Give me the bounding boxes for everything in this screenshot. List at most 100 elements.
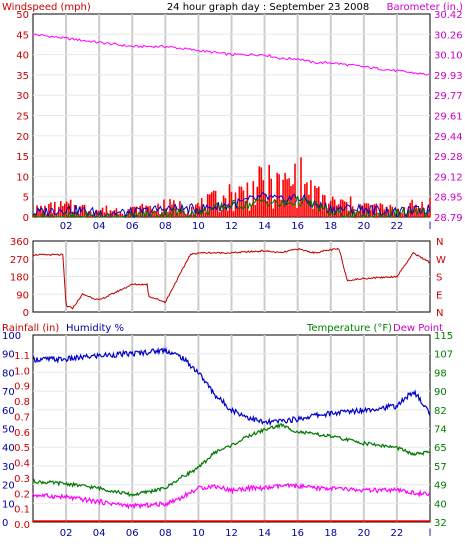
time-tick-label: 18 xyxy=(324,221,337,232)
rainfall-tick-label: 0.7 xyxy=(14,412,30,423)
time-tick-label: 10 xyxy=(192,528,205,539)
time-tick-label: 20 xyxy=(357,221,370,232)
rainfall-tick-label: 0.2 xyxy=(14,489,30,500)
rainfall-tick-label: 0.3 xyxy=(14,474,30,485)
windspeed-tick-label: 5 xyxy=(23,193,29,204)
rainfall-tick-label: 0.4 xyxy=(14,459,30,470)
barometer-tick-label: 29.77 xyxy=(434,91,463,102)
barometer-tick-label: 30.26 xyxy=(434,30,463,41)
barometer-line xyxy=(32,33,431,76)
humidity-tick-label: 0 xyxy=(2,518,8,529)
direction-tick-label: 0 xyxy=(23,308,29,319)
rainfall-tick-label: 0.1 xyxy=(14,505,30,516)
temperature-tick-label: 49 xyxy=(434,481,447,492)
dewpoint-line xyxy=(32,482,431,510)
compass-tick-label: N xyxy=(436,237,443,248)
rainfall-tick-label: 0.9 xyxy=(14,382,30,393)
time-tick-label: 02 xyxy=(60,528,73,539)
barometer-tick-label: 30.42 xyxy=(434,10,463,21)
time-tick-label: 22 xyxy=(391,221,404,232)
time-tick-label: 10 xyxy=(192,221,205,232)
time-tick-label: 04 xyxy=(93,221,106,232)
windspeed-tick-label: 40 xyxy=(16,51,29,62)
temperature-tick-label: 90 xyxy=(434,387,447,398)
time-tick-label: 08 xyxy=(159,221,172,232)
rainfall-tick-label: 0.5 xyxy=(14,443,30,454)
humidity-tick-label: 50 xyxy=(2,425,15,436)
time-tick-label: 12 xyxy=(225,528,238,539)
temperature-tick-label: 115 xyxy=(434,331,453,342)
barometer-tick-label: 29.93 xyxy=(434,71,463,82)
time-tick-label: l xyxy=(429,221,432,232)
windspeed-tick-label: 50 xyxy=(16,10,29,21)
temperature-line xyxy=(32,422,431,498)
rainfall-tick-label: 0.0 xyxy=(14,520,30,531)
time-tick-label: 14 xyxy=(258,528,271,539)
time-tick-label: 20 xyxy=(357,528,370,539)
time-tick-label: 12 xyxy=(225,221,238,232)
barometer-tick-label: 29.61 xyxy=(434,112,463,123)
humidity-tick-label: 20 xyxy=(2,481,15,492)
wind-speed-line xyxy=(32,195,431,219)
windspeed-label: Windspeed (mph) xyxy=(2,2,91,13)
rainfall-tick-label: 0.6 xyxy=(14,428,30,439)
windspeed-tick-label: 10 xyxy=(16,172,29,183)
windspeed-tick-label: 25 xyxy=(16,112,29,123)
time-tick-label: 22 xyxy=(391,528,404,539)
compass-tick-label: W xyxy=(436,255,446,266)
time-tick-label: l xyxy=(429,528,432,539)
humidity-tick-label: 30 xyxy=(2,462,15,473)
humidity-tick-label: 80 xyxy=(2,368,15,379)
windspeed-tick-label: 15 xyxy=(16,152,29,163)
direction-tick-label: 90 xyxy=(16,290,29,301)
rainfall-tick-label: 1.0 xyxy=(14,366,30,377)
humidity-label: Humidity % xyxy=(66,323,124,334)
barometer-tick-label: 29.12 xyxy=(434,172,463,183)
temperature-tick-label: 65 xyxy=(434,443,447,454)
time-tick-label: 06 xyxy=(126,221,139,232)
time-tick-label: 16 xyxy=(291,528,304,539)
direction-tick-label: 180 xyxy=(10,273,29,284)
windspeed-tick-label: 20 xyxy=(16,132,29,143)
humidity-tick-label: 60 xyxy=(2,406,15,417)
compass-tick-label: N xyxy=(436,308,443,319)
humidity-tick-label: 70 xyxy=(2,387,15,398)
barometer-tick-label: 28.95 xyxy=(434,193,463,204)
temperature-tick-label: 107 xyxy=(434,350,453,361)
dewpoint-label: Dew Point xyxy=(393,323,443,334)
barometer-tick-label: 29.28 xyxy=(434,152,463,163)
barometer-label: Barometer (in.) xyxy=(387,2,463,13)
windspeed-tick-label: 45 xyxy=(16,30,29,41)
wind-direction-line xyxy=(32,247,431,310)
time-tick-label: 16 xyxy=(291,221,304,232)
temperature-tick-label: 82 xyxy=(434,406,447,417)
rainfall-tick-label: 0.8 xyxy=(14,397,30,408)
time-tick-label: 04 xyxy=(93,528,106,539)
time-tick-label: 18 xyxy=(324,528,337,539)
windspeed-tick-label: 0 xyxy=(23,213,29,224)
compass-tick-label: E xyxy=(436,290,442,301)
humidity-line xyxy=(32,346,431,427)
temperature-tick-label: 57 xyxy=(434,462,447,473)
temp-humidity-panel: 10090807060504030201001.11.00.90.80.70.6… xyxy=(2,331,453,539)
time-tick-label: 14 xyxy=(258,221,271,232)
rainfall-label: Rainfall (in) xyxy=(2,323,59,334)
rainfall-tick-label: 1.1 xyxy=(14,351,30,362)
humidity-tick-label: 10 xyxy=(2,499,15,510)
humidity-tick-label: 100 xyxy=(2,331,21,342)
humidity-tick-label: 90 xyxy=(2,350,15,361)
windspeed-tick-label: 35 xyxy=(16,71,29,82)
temperature-tick-label: 74 xyxy=(434,425,447,436)
direction-tick-label: 360 xyxy=(10,237,29,248)
temperature-tick-label: 32 xyxy=(434,518,447,529)
compass-tick-label: S xyxy=(436,273,442,284)
temperature-label: Temperature (°F) xyxy=(306,323,392,334)
barometer-tick-label: 29.44 xyxy=(434,132,463,143)
graph-title: 24 hour graph day : September 23 2008 xyxy=(167,2,369,13)
barometer-tick-label: 28.79 xyxy=(434,213,463,224)
windspeed-tick-label: 30 xyxy=(16,91,29,102)
temperature-tick-label: 40 xyxy=(434,499,447,510)
barometer-tick-label: 30.10 xyxy=(434,51,463,62)
